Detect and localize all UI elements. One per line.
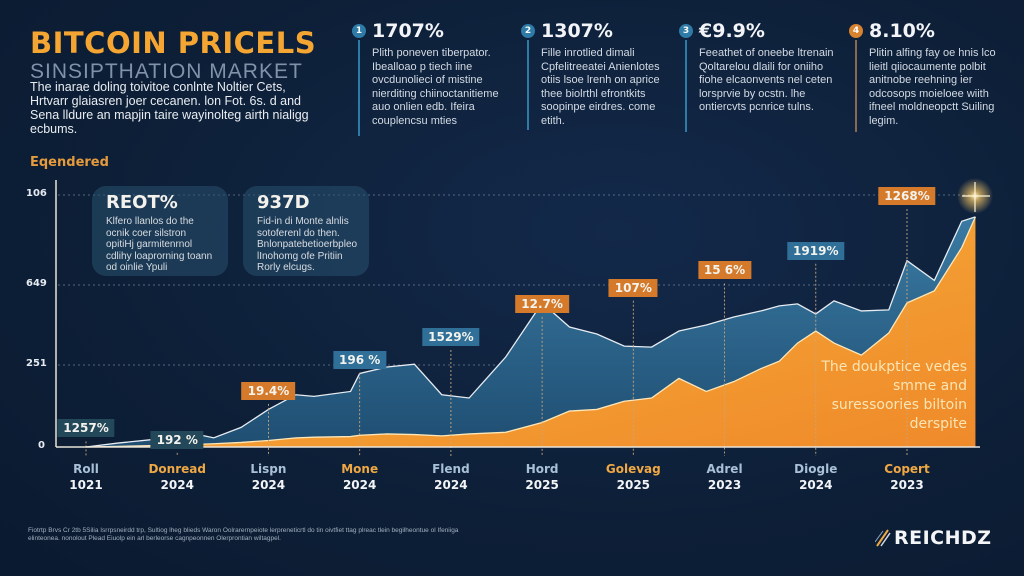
x-category-name: Donread (148, 462, 206, 476)
brand-mark-icon (874, 529, 891, 552)
x-tick-label: Hord 2025 (497, 462, 587, 492)
chart-overlay-caption: The doukptice vedes smme and suressoorie… (821, 359, 967, 432)
stat-description: Feeathet of oneebe ltrenain Qoltarelou d… (699, 47, 834, 113)
x-tick-label: Copert 2023 (862, 462, 952, 492)
series-line-orange (85, 216, 977, 448)
x-category-name: Hord (525, 462, 559, 476)
intro-text: The inarae doling toivitoe conlnte Nolti… (30, 80, 309, 136)
annotation-tag: 107% (608, 278, 658, 297)
annotation-tag: 15 6% (697, 261, 752, 280)
callout-value: REOT% (106, 192, 178, 213)
x-tick-label: Donread 2024 (132, 462, 222, 492)
stat-rail (358, 40, 360, 136)
brand-logo: REICHDZ (874, 527, 992, 552)
x-tick-label: Adrel 2023 (680, 462, 770, 492)
x-category-name: Diogle (794, 462, 838, 476)
stat-value: 1707% (372, 20, 444, 42)
stat-value: 8.10% (869, 20, 935, 42)
x-tick-label: Golevag 2025 (588, 462, 678, 492)
page-subtitle: SINSIPTHATION MARKET (30, 60, 303, 83)
callout-card-1: REOT% Klfero llanlos do the ocnik coer s… (92, 186, 228, 276)
x-category-name: Golevag (605, 462, 661, 476)
section-label: Eqendered (30, 155, 109, 170)
series-line-blue (85, 216, 976, 448)
x-category-name: Copert (884, 462, 930, 476)
series-area-orange (86, 216, 976, 447)
x-tick-label: Roll 1021 (41, 462, 131, 492)
stat-description: Plith poneven tiberpator. Ibealloao p ti… (372, 47, 499, 127)
x-category-name: Flend (432, 462, 470, 476)
x-category-year: 2024 (434, 478, 468, 492)
stat-description: Plitin alfing fay oe hnis lco lieitl qii… (869, 47, 996, 127)
callout-description: Klfero llanlos do the ocnik coer silstro… (106, 216, 213, 273)
x-category-year: 2024 (251, 478, 286, 492)
annotation-tag: 19.4% (241, 381, 296, 400)
x-category-year: 2024 (160, 478, 194, 492)
annotation-tag: 1919% (787, 241, 845, 260)
x-category-year: 2024 (342, 478, 377, 492)
stat-rail (685, 40, 687, 132)
x-category-name: Mone (341, 462, 379, 476)
page-title: BITCOIN PRICELS (30, 26, 317, 60)
x-category-year: 2023 (890, 478, 924, 492)
annotation-tag: 1529% (422, 328, 480, 347)
annotation-tag: 12.7% (515, 294, 569, 313)
callout-value: 937D (257, 192, 310, 213)
x-tick-label: Mone 2024 (315, 462, 405, 492)
sparkle-icon (957, 178, 993, 214)
callout-description: Fid-in di Monte alnlis sotoferenl do the… (257, 216, 358, 273)
y-tick-label: 106 (26, 188, 47, 199)
stat-value: €9.9% (699, 20, 765, 42)
stat-description: Fille inrotlied dimali Cpfelitreeatei An… (541, 47, 660, 127)
x-category-year: 1021 (69, 478, 103, 492)
badge-1-icon: 1 (352, 24, 366, 38)
y-tick-label: 251 (26, 358, 47, 369)
x-category-name: Adrel (706, 462, 743, 476)
stat-value: 1307% (541, 20, 613, 42)
annotation-tag: 1257% (57, 419, 115, 438)
annotation-tag: 196 % (333, 351, 387, 370)
x-category-year: 2023 (707, 478, 742, 492)
x-category-name: Lispn (250, 462, 287, 476)
annotation-tag: 192 % (150, 430, 204, 449)
x-category-year: 2025 (616, 478, 651, 492)
badge-3-icon: 3 (679, 24, 693, 38)
x-category-year: 2025 (525, 478, 559, 492)
footer-text: Fiotrtp Brvs Cr 2tb 5Silia Isrrpsneirdd … (28, 527, 459, 542)
callout-card-2: 937D Fid-in di Monte alnlis sotoferenl d… (243, 186, 369, 276)
badge-2-icon: 2 (521, 24, 535, 38)
y-tick-label: 649 (26, 278, 47, 289)
brand-name: REICHDZ (894, 527, 992, 549)
x-tick-label: Diogle 2024 (771, 462, 861, 492)
y-tick-label: 0 (38, 440, 45, 451)
stat-rail (527, 40, 529, 130)
annotation-tag: 1268% (878, 187, 936, 205)
stat-rail (855, 40, 857, 132)
badge-4-icon: 4 (849, 24, 863, 38)
x-tick-label: Lispn 2024 (223, 462, 313, 492)
x-tick-label: Flend 2024 (406, 462, 496, 492)
x-category-year: 2024 (799, 478, 833, 492)
x-category-name: Roll (73, 462, 99, 476)
